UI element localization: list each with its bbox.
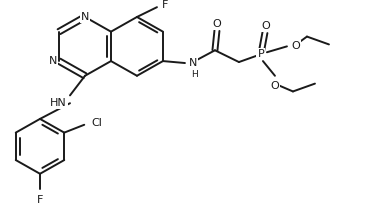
Text: O: O bbox=[213, 19, 221, 29]
Text: N: N bbox=[81, 12, 89, 22]
Text: F: F bbox=[162, 0, 168, 10]
Text: O: O bbox=[291, 41, 300, 51]
Text: P: P bbox=[258, 49, 264, 59]
Text: F: F bbox=[37, 195, 43, 205]
Text: N: N bbox=[189, 58, 197, 68]
Text: Cl: Cl bbox=[91, 118, 102, 128]
Text: H: H bbox=[192, 70, 198, 79]
Text: O: O bbox=[262, 21, 270, 31]
Text: HN: HN bbox=[50, 98, 67, 108]
Text: O: O bbox=[270, 81, 279, 91]
Text: N: N bbox=[48, 56, 57, 66]
